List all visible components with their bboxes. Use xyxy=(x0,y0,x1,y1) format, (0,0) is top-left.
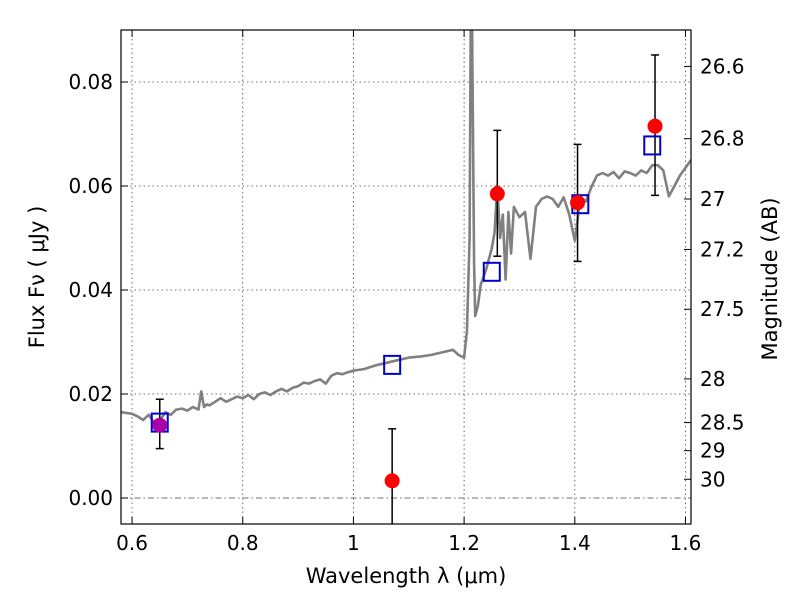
tick-layer: 0.6 0.8 1 1.2 1.4 1.6 0.00 0.02 0.04 0.06 0.08 26.6… xyxy=(68,30,745,555)
x-tick-label: 1.4 xyxy=(559,531,591,555)
x-tick-label: 0.6 xyxy=(116,531,148,555)
grid-layer xyxy=(121,30,691,524)
x-tick-label: 0.8 xyxy=(227,531,259,555)
y-tick-label: 0.00 xyxy=(68,486,113,510)
data-layer xyxy=(121,30,691,524)
y2-tick-label: 29 xyxy=(700,439,725,463)
y2-tick-label: 27.2 xyxy=(700,237,745,261)
observed-flux-point xyxy=(570,195,586,211)
x-axis-label: Wavelength λ (μm) xyxy=(306,564,507,588)
y-tick-label: 0.06 xyxy=(68,174,113,198)
y2-tick-label: 27.5 xyxy=(700,297,745,321)
plot-frame xyxy=(120,29,692,525)
observed-flux-point xyxy=(647,118,663,134)
y-tick-label: 0.04 xyxy=(68,278,113,302)
observed-flux-point xyxy=(152,417,168,433)
y2-tick-label: 26.6 xyxy=(700,54,745,78)
y-axis-label: Flux Fν ( μJy ) xyxy=(25,206,49,349)
x-tick-label: 1 xyxy=(347,531,360,555)
y2-tick-label: 30 xyxy=(700,467,725,491)
right-axis-label: Magnitude (AB) xyxy=(758,197,782,360)
y2-tick-label: 28.5 xyxy=(700,411,745,435)
x-tick-label: 1.2 xyxy=(448,531,480,555)
y-tick-label: 0.02 xyxy=(68,382,113,406)
photometry-square xyxy=(383,354,402,375)
observed-flux-point xyxy=(489,186,505,202)
observed-flux-point xyxy=(384,473,400,489)
y2-tick-label: 26.8 xyxy=(700,127,745,151)
photometry-square xyxy=(482,261,501,282)
x-tick-label: 1.6 xyxy=(670,531,702,555)
photometry-square xyxy=(643,135,662,156)
model-spectrum-line xyxy=(121,30,691,424)
y2-tick-label: 28 xyxy=(700,367,725,391)
y-tick-label: 0.08 xyxy=(68,70,113,94)
y2-tick-label: 27 xyxy=(700,187,725,211)
